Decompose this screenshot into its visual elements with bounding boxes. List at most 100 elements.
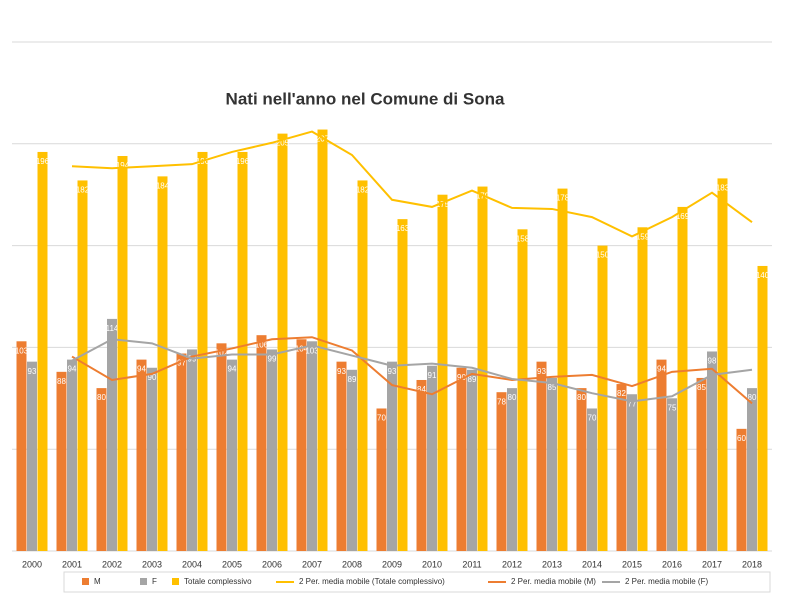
bar: [107, 318, 117, 551]
bar: [416, 379, 427, 551]
x-tick-label: 2004: [182, 559, 202, 569]
bar: [496, 392, 507, 551]
data-label: 80: [748, 393, 757, 402]
bar: [747, 388, 757, 551]
data-label: 94: [228, 365, 237, 374]
bar: [347, 369, 357, 551]
data-label: 70: [377, 414, 386, 423]
bar: [237, 151, 248, 551]
bar: [336, 361, 347, 551]
legend-label: Totale complessivo: [184, 577, 252, 586]
x-tick-label: 2014: [582, 559, 602, 569]
bar: [37, 151, 48, 551]
bar: [677, 206, 688, 551]
bar: [77, 180, 88, 551]
data-label: 184: [156, 181, 170, 190]
x-tick-label: 2003: [142, 559, 162, 569]
data-label: 82: [617, 389, 626, 398]
bar: [157, 176, 168, 551]
bar: [397, 219, 408, 551]
legend-label: M: [94, 577, 101, 586]
x-tick-label: 2010: [422, 559, 442, 569]
moving-average-line: [71, 338, 753, 403]
legend-swatch: [82, 578, 89, 585]
bar: [717, 178, 728, 552]
chart-title: Nati nell'anno nel Comune di Sona: [226, 89, 505, 108]
data-label: 97: [177, 359, 186, 368]
data-label: 60: [737, 434, 746, 443]
data-label: 78: [497, 397, 506, 406]
bar: [67, 359, 77, 551]
bar: [707, 351, 717, 551]
bar: [587, 408, 597, 551]
data-label: 183: [716, 184, 730, 193]
data-label: 77: [628, 399, 637, 408]
x-tick-label: 2001: [62, 559, 82, 569]
x-tick-label: 2007: [302, 559, 322, 569]
bar: [187, 349, 197, 551]
data-label: 205: [276, 139, 290, 148]
legend-label: 2 Per. media mobile (Totale complessivo): [299, 577, 445, 586]
bar: [507, 388, 517, 551]
bar: [296, 339, 307, 551]
legend-swatch: [172, 578, 179, 585]
bar: [147, 367, 157, 551]
x-tick-label: 2002: [102, 559, 122, 569]
bar: [667, 398, 677, 551]
data-label: 99: [268, 355, 277, 364]
bar: [16, 341, 27, 551]
bar: [757, 265, 768, 551]
data-label: 80: [97, 393, 106, 402]
bar: [96, 388, 107, 551]
data-label: 169: [676, 212, 690, 221]
x-tick-label: 2018: [742, 559, 762, 569]
data-label: 94: [68, 365, 77, 374]
data-label: 85: [548, 383, 557, 392]
x-tick-label: 2008: [342, 559, 362, 569]
x-tick-label: 2012: [502, 559, 522, 569]
legend-box: [63, 571, 771, 593]
bar: [376, 408, 387, 551]
bar: [197, 151, 208, 551]
data-label: 80: [508, 393, 517, 402]
data-label: 90: [148, 373, 157, 382]
data-label: 89: [468, 375, 477, 384]
bar: [117, 156, 128, 552]
bar: [256, 335, 267, 551]
moving-average-line: [71, 336, 753, 405]
data-label: 114: [106, 324, 119, 333]
bar: [536, 361, 547, 551]
data-label: 140: [756, 271, 770, 280]
bar: [357, 180, 368, 551]
data-label: 93: [28, 367, 37, 376]
data-label: 207: [316, 135, 330, 144]
data-label: 84: [417, 385, 426, 394]
bar: [576, 388, 587, 551]
bar: [517, 229, 528, 551]
data-label: 93: [537, 367, 546, 376]
legend-label: 2 Per. media mobile (F): [625, 577, 708, 586]
data-label: 93: [388, 367, 397, 376]
bar: [557, 188, 568, 552]
bar: [136, 359, 147, 551]
bar: [627, 394, 637, 551]
bar: [216, 343, 227, 551]
moving-average-line: [71, 130, 753, 238]
bar: [656, 359, 667, 551]
bar: [467, 369, 477, 551]
data-label: 159: [636, 232, 650, 241]
data-label: 94: [137, 365, 146, 374]
data-label: 70: [588, 414, 597, 423]
x-tick-label: 2015: [622, 559, 642, 569]
bar: [637, 227, 648, 551]
data-label: 178: [556, 194, 570, 203]
data-label: 102: [215, 348, 229, 357]
x-tick-label: 2017: [702, 559, 722, 569]
data-label: 158: [516, 234, 530, 243]
x-tick-label: 2016: [662, 559, 682, 569]
data-label: 75: [668, 403, 677, 412]
x-tick-label: 2005: [222, 559, 242, 569]
data-label: 85: [697, 383, 706, 392]
legend-label: F: [152, 577, 157, 586]
